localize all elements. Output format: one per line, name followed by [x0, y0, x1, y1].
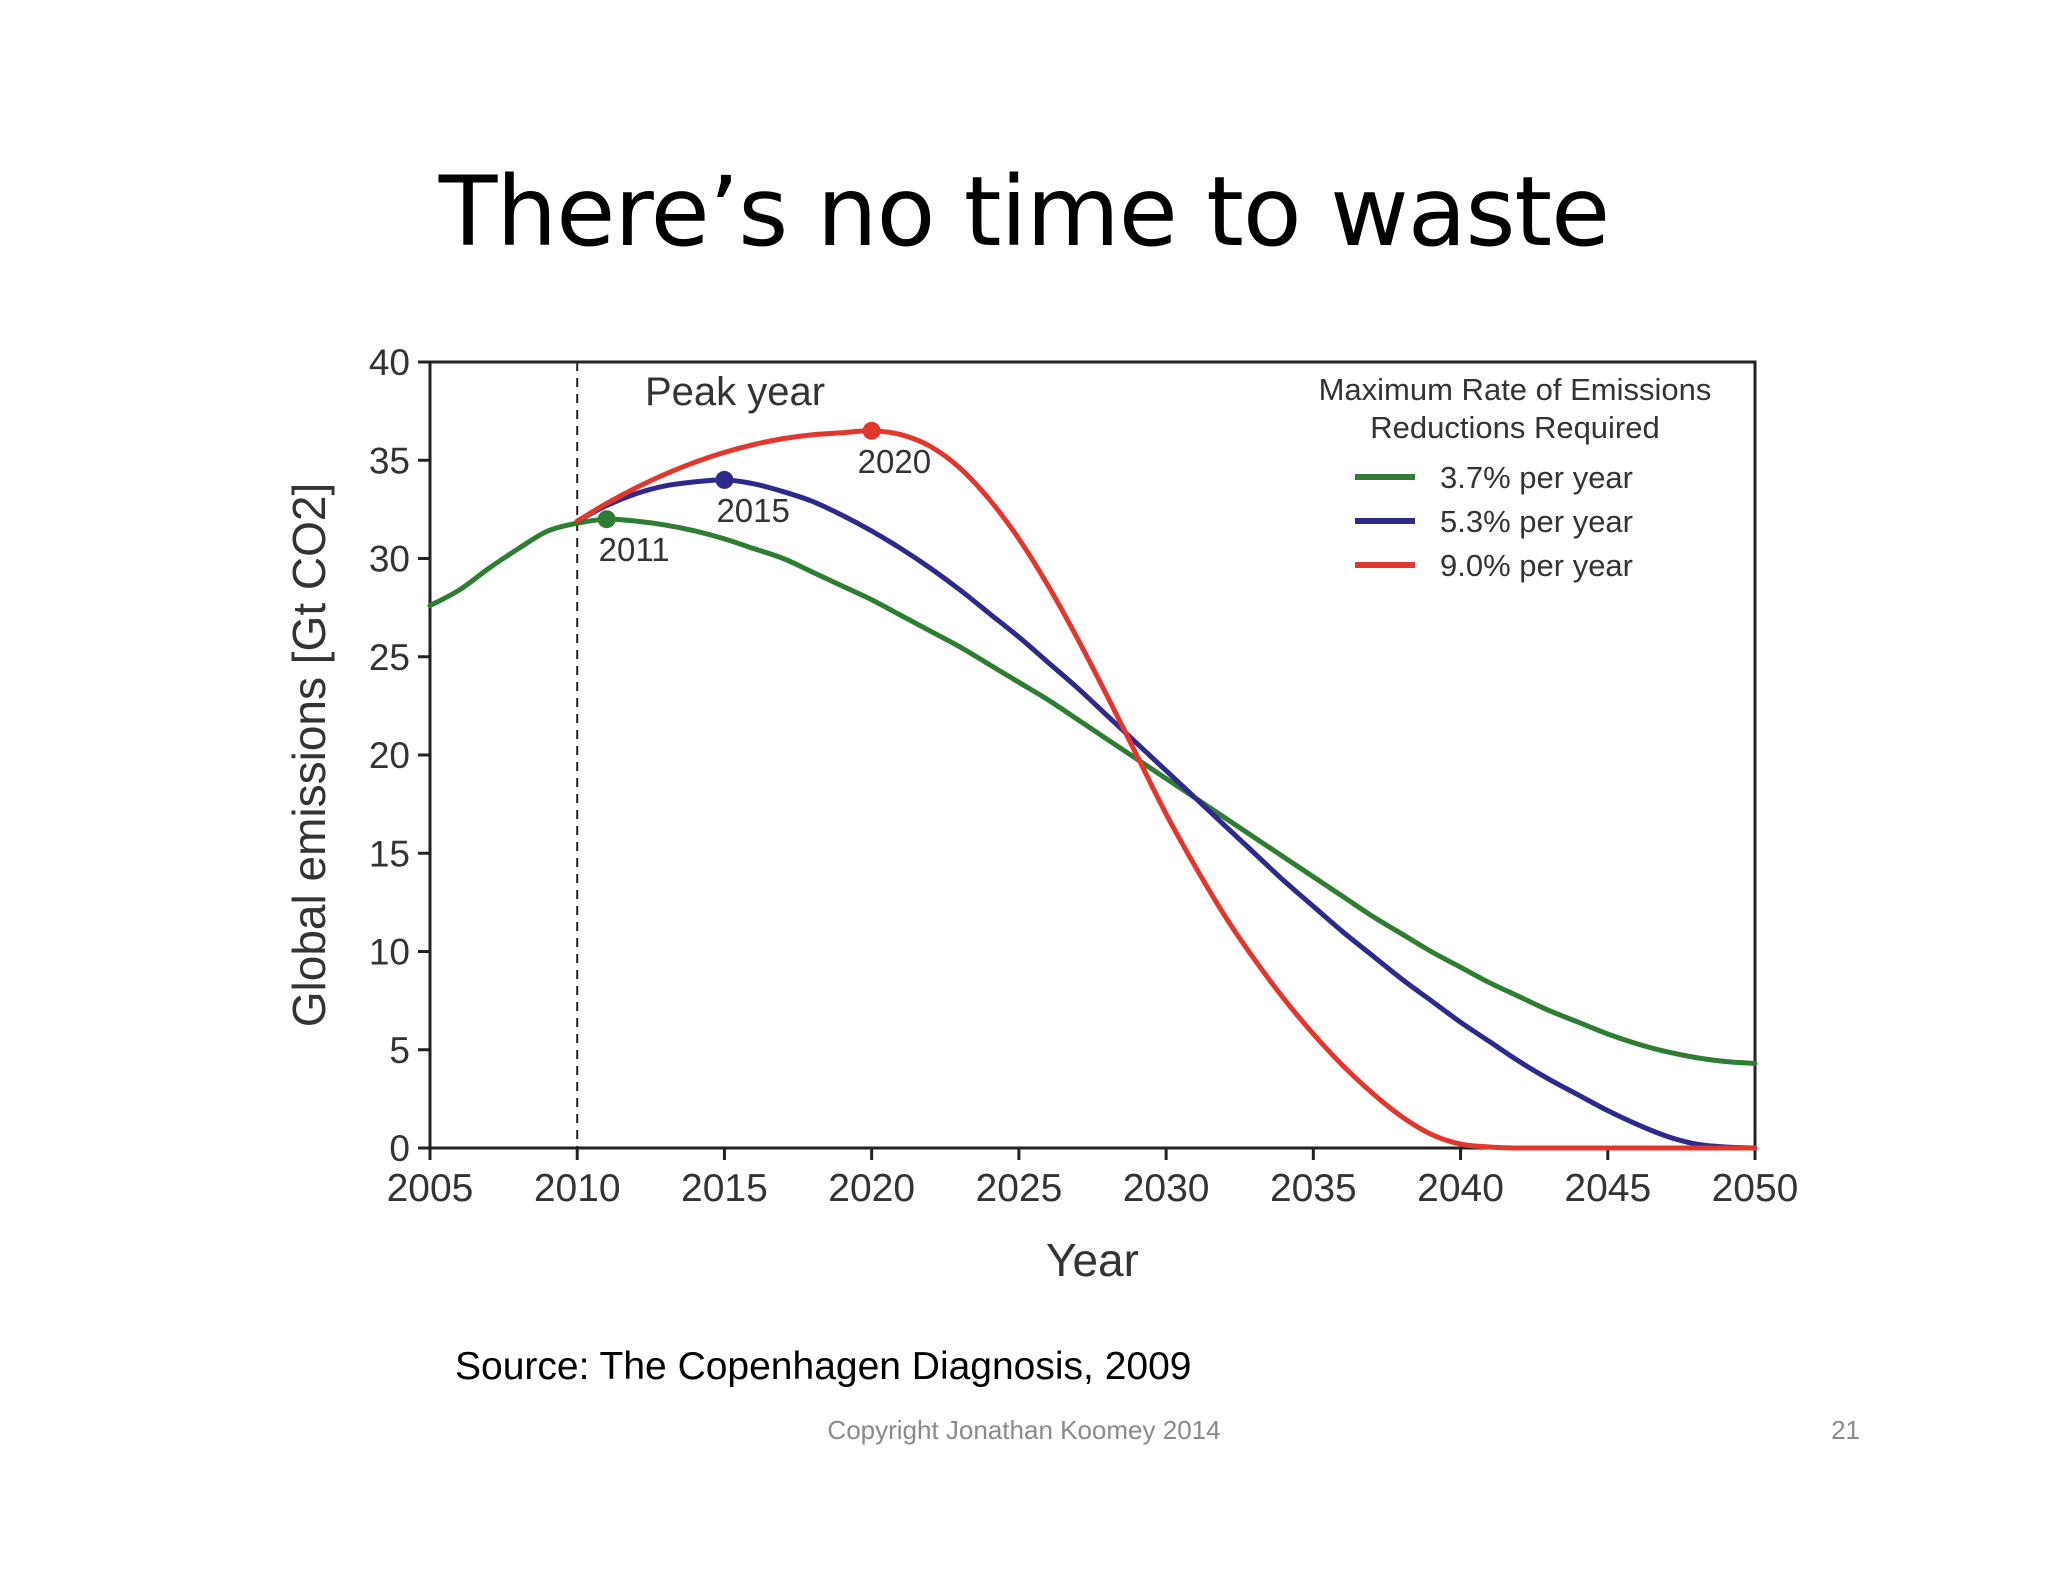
- x-tick-label: 2030: [1123, 1167, 1210, 1210]
- copyright-footer: Copyright Jonathan Koomey 2014: [827, 1415, 1221, 1445]
- legend-label-2: 5.3% per year: [1440, 504, 1633, 539]
- x-tick-label: 2040: [1417, 1167, 1504, 1210]
- peak-label-3: 2020: [858, 443, 931, 480]
- y-axis-label: Global emissions [Gt CO2]: [283, 483, 335, 1028]
- x-tick-label: 2025: [976, 1167, 1063, 1210]
- legend-title-line: Reductions Required: [1370, 410, 1660, 445]
- x-axis-label: Year: [1046, 1234, 1139, 1286]
- x-tick-label: 2020: [828, 1167, 915, 1210]
- x-tick-label: 2010: [534, 1167, 621, 1210]
- y-tick-label: 15: [369, 833, 410, 874]
- peak-year-annotation: Peak year: [645, 370, 825, 414]
- peak-label-2: 2015: [716, 492, 789, 529]
- source-caption: Source: The Copenhagen Diagnosis, 2009: [455, 1345, 1192, 1388]
- x-tick-label: 2050: [1712, 1167, 1799, 1210]
- y-tick-label: 0: [389, 1128, 410, 1169]
- x-tick-label: 2005: [387, 1167, 474, 1210]
- y-tick-label: 40: [369, 342, 410, 383]
- series-line-2: [574, 477, 1758, 1151]
- y-tick-label: 10: [369, 932, 410, 973]
- peak-marker-1: [597, 510, 616, 529]
- legend-title-line: Maximum Rate of Emissions: [1319, 372, 1712, 407]
- y-tick-label: 5: [389, 1030, 410, 1071]
- page-number: 21: [1831, 1415, 1860, 1445]
- slide-title: There’s no time to waste: [438, 156, 1610, 268]
- y-tick-label: 20: [369, 735, 410, 776]
- x-tick-label: 2015: [681, 1167, 768, 1210]
- y-tick-label: 30: [369, 539, 410, 580]
- peak-marker-2: [715, 470, 734, 489]
- peak-marker-3: [862, 421, 881, 440]
- series-line-1: [427, 516, 1758, 1067]
- legend-label-3: 9.0% per year: [1440, 548, 1633, 583]
- y-tick-label: 25: [369, 637, 410, 678]
- series-line-3: [574, 428, 1758, 1151]
- y-tick-label: 35: [369, 440, 410, 481]
- x-tick-label: 2035: [1270, 1167, 1357, 1210]
- x-tick-label: 2045: [1564, 1167, 1651, 1210]
- peak-label-1: 2011: [599, 531, 670, 568]
- legend-label-1: 3.7% per year: [1440, 460, 1633, 495]
